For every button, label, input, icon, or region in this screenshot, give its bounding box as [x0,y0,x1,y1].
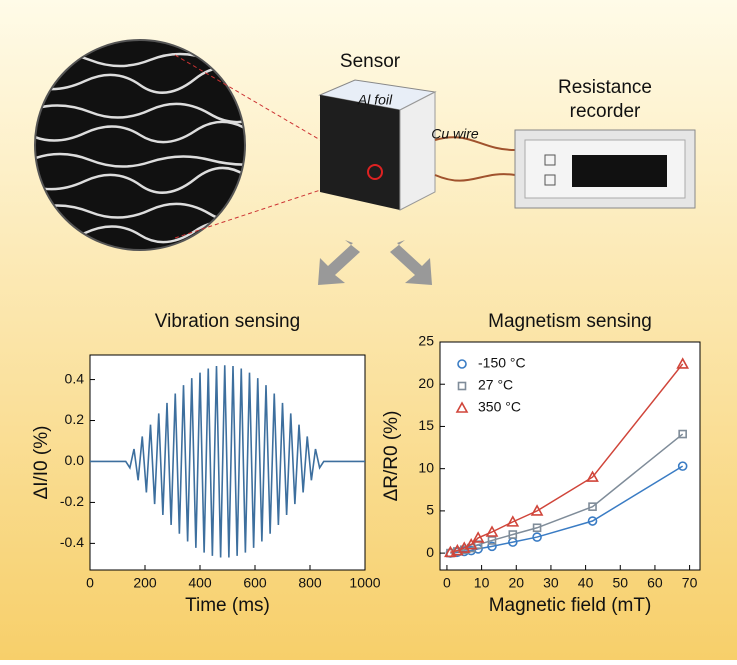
marker [530,504,544,516]
marker [676,357,690,369]
marker [677,461,688,471]
y-tick-label: 20 [418,375,434,391]
x-tick-label: 1000 [349,575,380,591]
y-tick-label: 0.2 [65,411,85,427]
line [90,365,365,558]
button [544,174,556,186]
label: recorder [570,101,641,122]
marker [586,470,599,482]
screen [572,155,667,187]
legend-label: -150 °C [478,355,526,371]
x-tick-label: 50 [612,575,628,591]
x-tick-label: 10 [474,575,490,591]
x-tick-label: 0 [443,575,451,591]
marker [487,536,497,545]
y-tick-label: 0.0 [65,452,85,468]
wire [434,173,516,182]
x-tick-label: 400 [188,575,212,591]
legend-label: 350 °C [478,399,521,415]
marker [455,401,469,413]
y-tick-label: 5 [426,502,434,518]
marker [508,530,518,539]
marker [588,502,597,511]
marker [444,545,457,558]
y-tick-label: 0.4 [65,370,85,386]
cube-side [399,91,436,211]
label: Al foil [357,92,393,108]
y-tick-label: -0.2 [60,493,84,509]
marker [464,538,478,550]
label: Sensor [340,51,401,72]
marker [587,516,598,526]
x-axis-label: Magnetic field (mT) [489,595,652,616]
y-tick-label: 15 [418,417,434,433]
y-tick-label: 0 [426,544,434,560]
arrow [390,240,432,285]
marker [485,525,499,537]
x-axis-label: Time (ms) [185,595,270,616]
zoom-line [174,54,376,173]
label: Cu wire [431,126,479,142]
sem-border [34,39,246,251]
y-axis-label: ΔR/R0 (%) [381,411,402,502]
marker [457,359,467,369]
y-axis-label: ΔI/I0 (%) [31,426,52,500]
wire [434,136,516,151]
marker [678,429,687,439]
marker [532,532,542,542]
legend-label: 27 °C [478,377,513,393]
cube-front [320,95,400,210]
x-tick-label: 800 [298,575,322,591]
x-tick-label: 600 [243,575,267,591]
y-tick-label: -0.4 [60,534,84,550]
chart-title: Magnetism sensing [488,311,652,332]
chart-title: Vibration sensing [155,311,300,332]
x-tick-label: 200 [133,575,157,591]
marker [471,531,485,543]
button [544,154,556,166]
x-tick-label: 20 [508,575,524,591]
marker [532,523,542,533]
y-tick-label: 10 [418,459,434,475]
x-tick-label: 70 [682,575,698,591]
x-tick-label: 40 [578,575,594,591]
marker [506,515,520,527]
zoom-mark [367,164,383,180]
x-tick-label: 0 [86,575,94,591]
y-tick-label: 25 [418,333,434,349]
label: Resistance [558,77,652,98]
marker [487,541,497,552]
arrow [318,240,360,285]
plot-frame [439,341,701,571]
marker [457,381,467,391]
x-tick-label: 30 [543,575,559,591]
x-tick-label: 60 [647,575,663,591]
